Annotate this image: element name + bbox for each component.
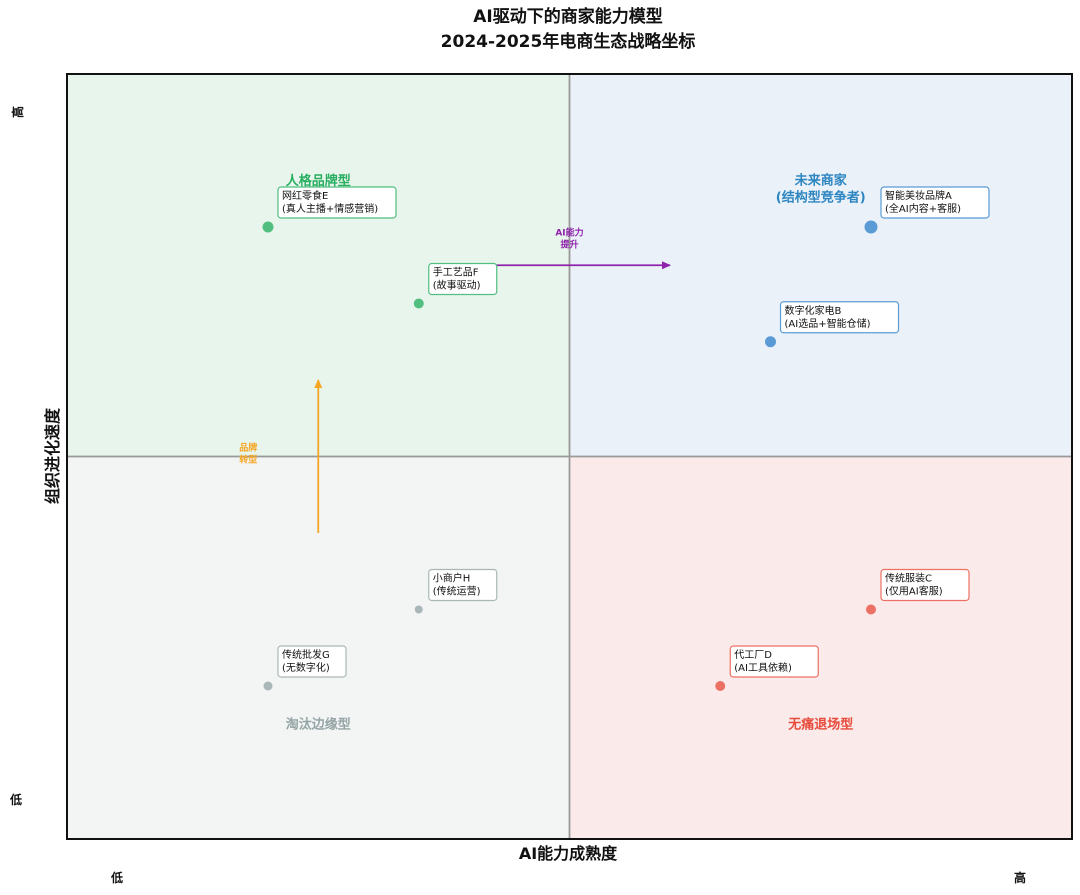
y-axis-title: 组织进化速度 bbox=[43, 407, 62, 504]
quadrant-bg-bottom-right bbox=[569, 456, 1072, 839]
point-label-box-7 bbox=[277, 645, 347, 678]
data-point-6 bbox=[413, 298, 424, 309]
point-label-name-5: 网红零食E bbox=[282, 189, 328, 202]
point-label-name-7: 传统批发G bbox=[282, 648, 330, 661]
quadrant-label-bottom-right: 无痛退场型 bbox=[787, 716, 853, 732]
trend-arrow-label-1: AI能力提升 bbox=[555, 226, 583, 250]
point-label-desc-6: (故事驱动) bbox=[433, 279, 481, 292]
point-label-box-2 bbox=[779, 301, 900, 334]
trend-arrow-label-2: 品牌转型 bbox=[239, 442, 257, 466]
data-point-2 bbox=[765, 336, 776, 348]
quadrant-labels: 人格品牌型 未来商家(结构型竞争者) 淘汰边缘型 无痛退场型 bbox=[286, 172, 866, 732]
point-label-box-8 bbox=[428, 568, 498, 602]
point-label-box-5 bbox=[277, 186, 397, 219]
x-tick-high: 高 bbox=[1014, 870, 1026, 885]
plot-frame bbox=[66, 73, 1073, 840]
chart-title-line-1: AI驱动下的商家能力模型 bbox=[473, 6, 662, 27]
quadrant-dividers bbox=[67, 74, 1072, 839]
point-label-name-6: 手工艺品F bbox=[433, 266, 479, 279]
point-label-desc-7: (无数字化) bbox=[282, 661, 330, 674]
data-points: 智能美妆品牌A(全AI内容+客服)数字化家电B(AI选品+智能仓储)传统服装C(… bbox=[262, 186, 990, 691]
quadrant-label-top-left: 人格品牌型 bbox=[286, 173, 351, 189]
point-label-desc-5: (真人主播+情感营销) bbox=[282, 202, 378, 215]
point-label-name-3: 传统服装C bbox=[885, 572, 932, 585]
point-label-name-8: 小商户H bbox=[433, 572, 471, 585]
chart-title-line-2: 2024-2025年电商生态战略坐标 bbox=[441, 31, 696, 52]
x-axis-title: AI能力成熟度 bbox=[519, 844, 618, 863]
point-label-desc-1: (全AI内容+客服) bbox=[885, 202, 961, 215]
data-point-4 bbox=[715, 681, 726, 691]
point-label-name-4: 代工厂D bbox=[734, 649, 772, 661]
x-tick-low: 低 bbox=[110, 870, 123, 885]
point-label-box-6 bbox=[428, 262, 498, 296]
point-label-desc-4: (AI工具依赖) bbox=[734, 661, 792, 674]
data-point-3 bbox=[866, 604, 876, 615]
quadrant-label-top-right: 未来商家(结构型竞争者) bbox=[776, 172, 866, 205]
point-label-desc-3: (仅用AI客服) bbox=[885, 585, 943, 598]
point-label-name-2: 数字化家电B bbox=[785, 304, 842, 317]
quadrant-backgrounds bbox=[67, 74, 1072, 839]
data-point-5 bbox=[262, 221, 274, 233]
point-label-desc-8: (传统运营) bbox=[433, 585, 481, 598]
data-point-1 bbox=[864, 220, 878, 234]
point-label-box-1 bbox=[880, 186, 990, 219]
quadrant-label-bottom-left: 淘汰边缘型 bbox=[286, 716, 351, 732]
point-label-box-3 bbox=[880, 568, 970, 602]
data-point-8 bbox=[414, 605, 423, 614]
y-tick-low: 低 bbox=[9, 792, 22, 807]
point-label-desc-2: (AI选品+智能仓储) bbox=[785, 317, 871, 330]
y-tick-high: 高 bbox=[10, 106, 25, 118]
plot-border bbox=[66, 73, 1073, 840]
point-label-name-1: 智能美妆品牌A bbox=[885, 189, 952, 202]
point-label-box-4 bbox=[729, 645, 819, 678]
data-point-7 bbox=[263, 681, 273, 691]
